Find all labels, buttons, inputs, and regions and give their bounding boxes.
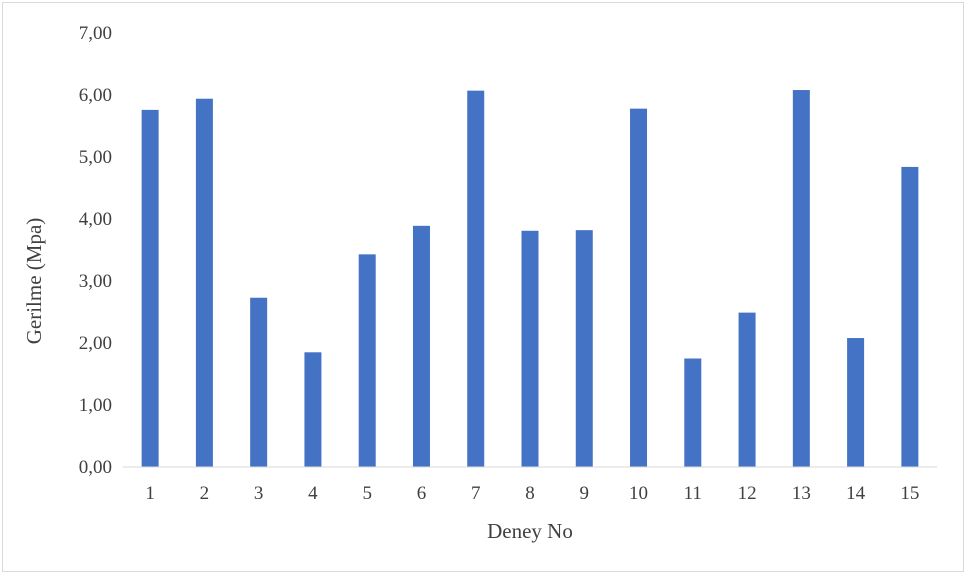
x-tick-label: 6 — [417, 483, 427, 504]
bar — [630, 108, 648, 467]
bar — [901, 166, 919, 468]
x-tick-label: 15 — [900, 483, 919, 504]
bar — [467, 90, 485, 467]
x-tick-label: 8 — [525, 483, 535, 504]
bar — [358, 254, 376, 467]
x-tick-label: 2 — [200, 483, 210, 504]
bar — [250, 297, 268, 467]
bar — [304, 352, 322, 467]
y-tick-label: 5,00 — [79, 147, 112, 168]
bar — [847, 338, 865, 467]
bar — [575, 230, 593, 467]
y-tick-label: 7,00 — [79, 23, 112, 44]
y-tick-label: 0,00 — [79, 457, 112, 478]
bar — [141, 109, 159, 467]
x-tick-label: 13 — [792, 483, 811, 504]
y-tick-label: 4,00 — [79, 209, 112, 230]
bar — [684, 358, 702, 467]
x-tick-label: 14 — [846, 483, 866, 504]
x-tick-label: 3 — [254, 483, 264, 504]
x-tick-label: 7 — [471, 483, 481, 504]
bar — [738, 312, 756, 467]
bars-group — [141, 90, 919, 468]
y-tick-label: 6,00 — [79, 85, 112, 106]
bar — [412, 225, 430, 467]
x-axis-ticks: 1 2 3 4 5 6 7 8 9 10 11 12 13 14 15 — [145, 483, 919, 504]
x-tick-label: 12 — [738, 483, 757, 504]
y-axis-title: Gerilme (Mpa) — [22, 218, 46, 345]
bar — [792, 90, 810, 467]
x-tick-label: 9 — [580, 483, 590, 504]
x-axis-title: Deney No — [487, 519, 573, 543]
bar — [195, 98, 213, 467]
bar — [521, 230, 539, 467]
y-tick-label: 2,00 — [79, 333, 112, 354]
y-tick-label: 1,00 — [79, 395, 112, 416]
x-tick-label: 4 — [308, 483, 318, 504]
y-tick-label: 3,00 — [79, 271, 112, 292]
x-tick-label: 11 — [684, 483, 702, 504]
y-axis-ticks: 0,00 1,00 2,00 3,00 4,00 5,00 6,00 7,00 — [79, 23, 112, 478]
x-tick-label: 1 — [145, 483, 155, 504]
x-tick-label: 5 — [362, 483, 372, 504]
x-tick-label: 10 — [629, 483, 648, 504]
